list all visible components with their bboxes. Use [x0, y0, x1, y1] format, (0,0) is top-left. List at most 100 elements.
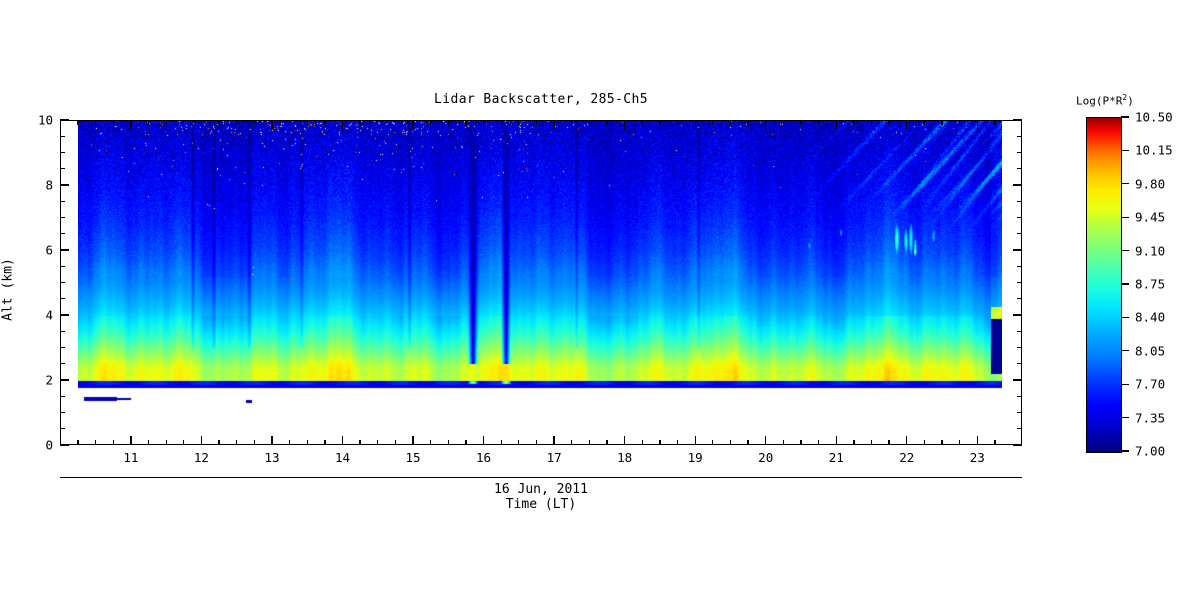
x-axis-tick-top	[412, 120, 414, 129]
x-axis-tick-bottom	[853, 440, 855, 445]
x-axis-tick-top	[870, 120, 873, 125]
x-axis-tick-bottom	[271, 436, 273, 445]
y-axis-tick-left	[60, 379, 69, 381]
colorbar	[1086, 117, 1122, 453]
x-axis-tick-top	[906, 120, 908, 129]
x-axis-tick-bottom	[500, 440, 502, 445]
x-axis-tick-bottom	[306, 440, 308, 445]
x-axis-tick-top	[271, 120, 273, 129]
colorbar-tick	[1121, 283, 1129, 285]
x-axis-tick-bottom	[641, 440, 643, 445]
y-axis-tick-left	[60, 444, 69, 446]
x-axis-tick-bottom	[553, 436, 555, 445]
x-axis-tick-bottom	[324, 440, 326, 445]
x-axis-tick-top	[359, 120, 361, 125]
x-axis-tick-bottom	[959, 440, 961, 445]
x-axis-tick-top	[765, 120, 767, 129]
x-axis-tick-top	[447, 120, 449, 125]
colorbar-tick	[1121, 116, 1129, 118]
x-axis-date: 16 Jun, 2011	[494, 482, 588, 497]
x-axis-tick-top	[747, 120, 749, 125]
x-axis-tick-top	[112, 120, 114, 125]
y-axis-tick-right	[1017, 298, 1022, 300]
colorbar-tick-label: 10.15	[1135, 142, 1173, 158]
x-axis-tick-bottom	[870, 440, 873, 445]
heatmap-data-region	[78, 121, 1002, 444]
x-axis-tick-top	[782, 120, 784, 125]
colorbar-tick-label: 8.05	[1135, 343, 1166, 359]
x-axis-tick-label: 13	[264, 450, 280, 465]
x-axis-title: 16 Jun, 2011 Time (LT)	[60, 482, 1022, 512]
y-axis-tick-right	[1017, 281, 1022, 284]
x-axis-tick-bottom	[341, 436, 344, 445]
x-axis-tick-top	[976, 120, 978, 129]
x-axis-tick-top	[306, 120, 308, 125]
x-axis-tick-bottom	[712, 440, 714, 445]
x-axis-tick-top	[641, 120, 643, 125]
x-axis-tick-bottom	[994, 440, 996, 445]
x-axis-time-label: Time (LT)	[505, 497, 577, 512]
y-axis-tick-right	[1017, 395, 1022, 397]
colorbar-title-main: Log(P*R	[1076, 94, 1123, 108]
x-axis-tick-top	[712, 120, 714, 125]
y-axis-tick-right	[1013, 379, 1022, 381]
x-axis-tick-top	[324, 120, 326, 125]
x-axis-tick-bottom	[659, 440, 661, 445]
colorbar-tick	[1121, 316, 1129, 319]
y-axis-tick-left	[60, 151, 65, 154]
x-axis-tick-bottom	[147, 440, 150, 445]
x-axis-tick-bottom	[923, 440, 926, 445]
x-axis-tick-bottom	[976, 436, 978, 445]
y-axis-tick-left	[60, 330, 65, 332]
x-axis-tick-label: 16	[476, 450, 492, 465]
colorbar-tick	[1121, 216, 1129, 218]
y-axis-tick-right	[1017, 200, 1022, 202]
y-axis-tick-right	[1013, 184, 1022, 186]
x-axis-tick-bottom	[130, 436, 132, 445]
y-axis-tick-label: 0	[45, 437, 53, 453]
x-axis-tick-bottom	[200, 436, 203, 445]
colorbar-tick	[1121, 383, 1129, 385]
colorbar-tick	[1121, 149, 1129, 152]
colorbar-tick-label: 8.75	[1135, 276, 1166, 292]
x-axis-tick-bottom	[906, 436, 908, 445]
y-axis-tick-right	[1017, 411, 1022, 414]
x-axis-tick-bottom	[165, 440, 167, 445]
x-axis-tick-bottom	[623, 436, 626, 445]
y-axis-tick-label: 10	[37, 112, 53, 128]
x-axis-tick-label: 14	[334, 450, 351, 465]
x-axis-tick-top	[835, 120, 837, 129]
x-axis-tick-top	[394, 120, 397, 125]
x-axis-tick-bottom	[571, 440, 573, 445]
x-axis-tick-top	[77, 120, 79, 125]
y-axis-tick-left	[60, 363, 65, 365]
x-axis-tick-label: 17	[546, 450, 562, 465]
x-axis-tick-bottom	[288, 440, 291, 445]
colorbar-tick-label: 9.10	[1135, 243, 1166, 259]
colorbar-tick-label: 7.00	[1135, 443, 1166, 459]
x-axis-tick-bottom	[183, 440, 185, 445]
x-axis-tick-bottom	[782, 440, 784, 445]
y-axis-tick-left	[60, 184, 69, 186]
x-axis-tick-top	[659, 120, 661, 125]
x-axis-tick-top	[518, 120, 520, 125]
x-axis-tick-top	[482, 120, 485, 129]
x-axis-tick-top	[694, 120, 696, 129]
y-axis-tick-left	[60, 411, 65, 414]
x-axis-tick-bottom	[817, 440, 820, 445]
y-axis-tick-right	[1017, 233, 1022, 235]
colorbar-tick-label: 8.40	[1135, 309, 1166, 325]
x-axis-tick-top	[571, 120, 573, 125]
x-axis-tick-top	[606, 120, 608, 125]
x-axis-tick-bottom	[800, 440, 802, 445]
x-axis-tick-top	[959, 120, 961, 125]
x-axis-tick-bottom	[676, 440, 679, 445]
x-axis-tick-bottom	[359, 440, 361, 445]
x-axis-tick-top	[676, 120, 679, 125]
lidar-backscatter-heatmap	[78, 121, 1002, 444]
x-axis-tick-top	[147, 120, 150, 125]
y-axis-tick-right	[1013, 119, 1022, 121]
x-axis-tick-top	[94, 120, 97, 125]
y-axis-tick-right	[1017, 216, 1022, 219]
y-axis-tick-right	[1013, 314, 1022, 316]
